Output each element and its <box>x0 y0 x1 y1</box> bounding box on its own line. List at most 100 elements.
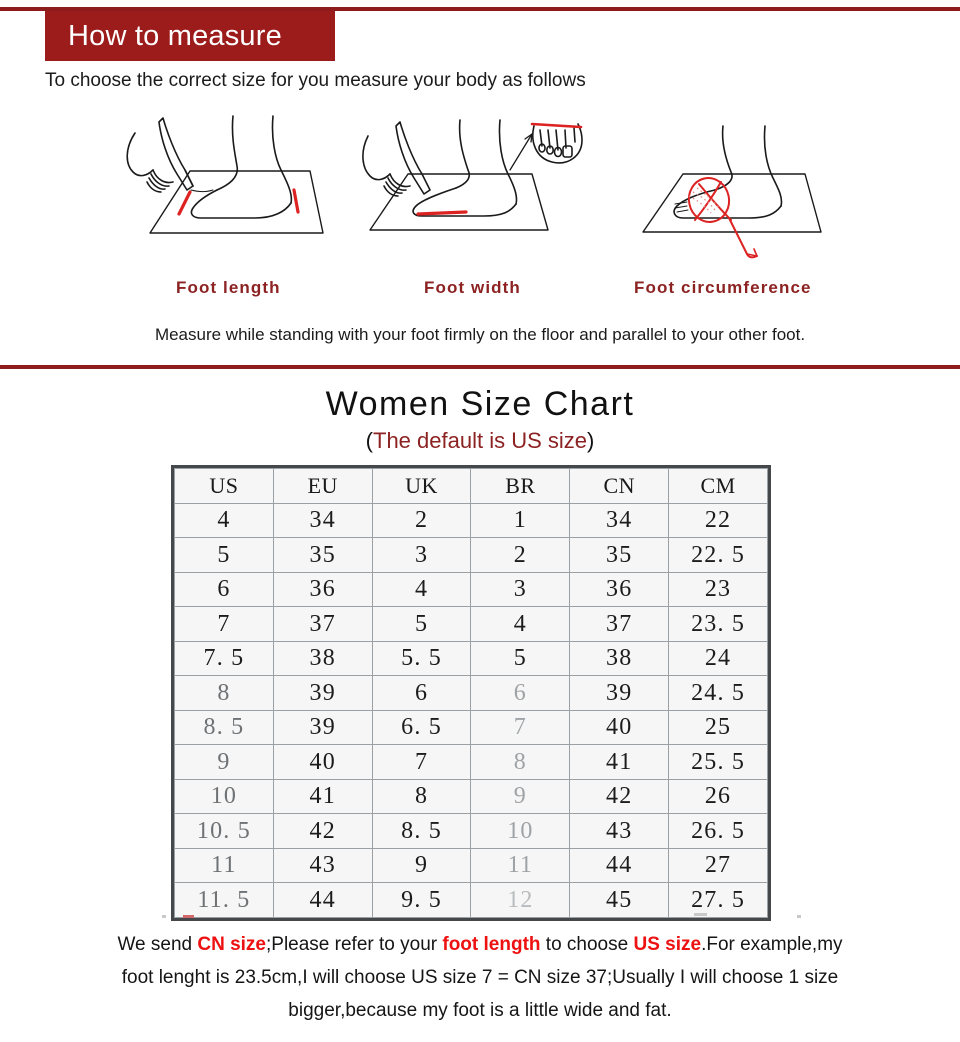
table-cell-eu: 38 <box>272 640 373 676</box>
table-cell-eu: 36 <box>272 571 373 607</box>
table-cell-uk: 7 <box>371 744 472 780</box>
table-cell-cm: 22 <box>668 502 768 538</box>
table-cell-br: 3 <box>470 571 571 607</box>
figure-caption-foot-circumference: Foot circumference <box>634 278 812 297</box>
foot-length-diagram-icon <box>105 108 365 273</box>
note-text: We send <box>117 934 198 955</box>
table-row: 5 35 3 2 35 22. 5 <box>174 537 768 573</box>
table-cell-us: 8 <box>174 675 274 711</box>
table-body: 4 34 2 1 34 22 5 35 3 2 35 22. 5 6 36 4 3 36 23 7 37 5 4 37 23.… <box>174 502 768 918</box>
table-cell-eu: 44 <box>272 882 373 918</box>
table-cell-uk: 6 <box>371 675 472 711</box>
table-header-row: US EU UK BR CN CM <box>174 468 768 504</box>
table-cell-br: 6 <box>470 675 571 711</box>
note-line: foot lenght is 23.5cm,I will choose US s… <box>0 961 960 994</box>
table-cell-cm: 26. 5 <box>668 813 768 849</box>
table-cell-us: 5 <box>174 537 274 573</box>
table-cell-cm: 23 <box>668 571 768 607</box>
table-cell-br: 10 <box>470 813 571 849</box>
table-row: 7 37 5 4 37 23. 5 <box>174 606 768 642</box>
table-cell-eu: 40 <box>272 744 373 780</box>
note-highlight: US size <box>633 934 702 955</box>
table-row: 4 34 2 1 34 22 <box>174 502 768 538</box>
figure-caption-foot-length: Foot length <box>176 278 281 297</box>
scan-artifact <box>694 913 707 916</box>
note-highlight: CN size <box>197 934 266 955</box>
table-cell-cm: 25 <box>668 709 768 745</box>
top-accent-rule <box>0 7 960 11</box>
table-row: 9 40 7 8 41 25. 5 <box>174 744 768 780</box>
measurement-illustrations <box>0 108 960 298</box>
table-cell-br: 11 <box>470 847 571 883</box>
table-cell-cm: 22. 5 <box>668 537 768 573</box>
table-row: 10 41 8 9 42 26 <box>174 778 768 814</box>
table-cell-cm: 24. 5 <box>668 675 768 711</box>
table-cell-cm: 24 <box>668 640 768 676</box>
table-cell-uk: 4 <box>371 571 472 607</box>
table-cell-cn: 44 <box>569 847 670 883</box>
table-cell-cm: 27 <box>668 847 768 883</box>
table-cell-us: 11 <box>174 847 274 883</box>
chart-subtitle-highlight: The default is US size <box>373 428 587 453</box>
table-cell-cn: 36 <box>569 571 670 607</box>
table-cell-br: 8 <box>470 744 571 780</box>
table-cell-cm: 25. 5 <box>668 744 768 780</box>
table-cell-uk: 8. 5 <box>371 813 472 849</box>
foot-circumference-diagram-icon <box>625 108 885 273</box>
table-cell-eu: 43 <box>272 847 373 883</box>
note-line: We send CN size;Please refer to your foo… <box>0 928 960 961</box>
table-cell-us: 8. 5 <box>174 709 274 745</box>
table-cell-uk: 6. 5 <box>371 709 472 745</box>
table-cell-cn: 38 <box>569 640 670 676</box>
table-cell-br: 2 <box>470 537 571 573</box>
page-title: Women Size Chart <box>325 385 635 423</box>
table-row: 10. 5 42 8. 5 10 43 26. 5 <box>174 813 768 849</box>
table-cell-uk: 2 <box>371 502 472 538</box>
table-cell-br: 12 <box>470 882 571 918</box>
note-text: to choose <box>540 934 634 955</box>
table-column-header-cm: CM <box>668 468 768 504</box>
size-chart-table-container: US EU UK BR CN CM 4 34 2 1 34 22 5 35 3 2 35 22. 5 6 36 4 3 3… <box>171 465 771 921</box>
table-cell-br: 4 <box>470 606 571 642</box>
table-cell-eu: 35 <box>272 537 373 573</box>
table-cell-cm: 27. 5 <box>668 882 768 918</box>
table-cell-us: 10. 5 <box>174 813 274 849</box>
scan-artifact <box>797 915 801 918</box>
table-cell-cn: 41 <box>569 744 670 780</box>
table-cell-uk: 9. 5 <box>371 882 472 918</box>
chart-subtitle-open-paren: ( <box>365 428 373 453</box>
chart-subtitle: (The default is US size) <box>0 428 960 454</box>
scan-artifact <box>183 915 194 918</box>
table-cell-eu: 39 <box>272 675 373 711</box>
table-cell-eu: 34 <box>272 502 373 538</box>
size-chart-table: US EU UK BR CN CM 4 34 2 1 34 22 5 35 3 2 35 22. 5 6 36 4 3 3… <box>174 468 768 918</box>
table-cell-us: 7. 5 <box>174 640 274 676</box>
table-cell-cn: 39 <box>569 675 670 711</box>
table-cell-us: 10 <box>174 778 274 814</box>
table-cell-us: 4 <box>174 502 274 538</box>
table-cell-cn: 43 <box>569 813 670 849</box>
table-cell-br: 7 <box>470 709 571 745</box>
table-cell-cn: 45 <box>569 882 670 918</box>
table-cell-us: 6 <box>174 571 274 607</box>
table-row: 11 43 9 11 44 27 <box>174 847 768 883</box>
how-to-measure-tab-label: How to measure <box>68 19 282 52</box>
table-column-header-cn: CN <box>569 468 670 504</box>
table-cell-uk: 5 <box>371 606 472 642</box>
table-cell-cn: 42 <box>569 778 670 814</box>
note-line: bigger,because my foot is a little wide … <box>0 994 960 1027</box>
chart-subtitle-close-paren: ) <box>586 428 595 453</box>
table-cell-cm: 26 <box>668 778 768 814</box>
table-cell-us: 11. 5 <box>174 882 274 918</box>
note-text: bigger,because my foot is a little wide … <box>288 1000 672 1021</box>
shipping-size-note: We send CN size;Please refer to your foo… <box>0 928 960 1027</box>
table-cell-eu: 39 <box>272 709 373 745</box>
table-column-header-br: BR <box>470 468 571 504</box>
scan-artifact <box>162 915 166 918</box>
table-cell-eu: 37 <box>272 606 373 642</box>
table-row: 11. 5 44 9. 5 12 45 27. 5 <box>174 882 768 918</box>
figure-caption-foot-width: Foot width <box>424 278 521 297</box>
table-cell-cm: 23. 5 <box>668 606 768 642</box>
how-to-measure-tab: How to measure <box>45 11 335 61</box>
note-text: foot lenght is 23.5cm,I will choose US s… <box>121 967 839 988</box>
